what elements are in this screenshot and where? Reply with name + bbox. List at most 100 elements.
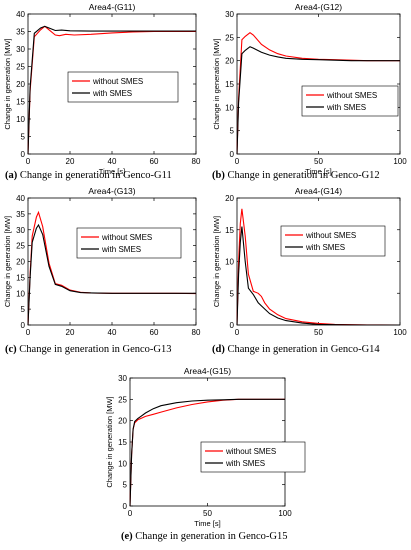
caption-letter: (b) xyxy=(212,170,225,181)
y-tick-label: 25 xyxy=(16,242,25,251)
y-tick-label: 0 xyxy=(230,150,235,159)
series-line-with-smes xyxy=(236,46,400,155)
y-tick-label: 20 xyxy=(118,417,127,426)
x-tick-label: 100 xyxy=(393,157,407,166)
y-tick-label: 40 xyxy=(16,10,25,19)
x-tick-label: 80 xyxy=(192,157,201,166)
y-tick-label: 35 xyxy=(16,28,25,37)
caption-text: Change in generation in Genco-G13 xyxy=(17,344,172,355)
caption-letter: (d) xyxy=(212,344,225,355)
y-axis-label: Change in generation [MW] xyxy=(212,38,221,129)
y-tick-label: 30 xyxy=(118,374,127,383)
legend-entry-label: with SMES xyxy=(326,103,366,112)
chart-title: Area4-(G11) xyxy=(89,2,136,12)
y-tick-label: 0 xyxy=(21,150,26,159)
x-tick-label: 60 xyxy=(150,328,159,337)
caption-text: Change in generation in Genco-G12 xyxy=(225,170,380,181)
y-tick-label: 5 xyxy=(230,127,235,136)
x-tick-label: 50 xyxy=(203,509,212,518)
legend: without SMES with SMES xyxy=(280,225,386,257)
legend: without SMES with SMES xyxy=(301,85,399,117)
y-axis-label: Change in generation [MW] xyxy=(105,396,114,487)
y-tick-label: 20 xyxy=(16,80,25,89)
chart-panel-4: Area4-(G14) 0 50 100 0 5 10 15 20 Change in gener… xyxy=(212,186,407,355)
plot-area-frame xyxy=(27,197,197,326)
chart-title: Area4-(G13) xyxy=(88,186,135,196)
plot-area-frame xyxy=(236,13,401,155)
caption-letter: (e) xyxy=(121,531,133,542)
x-tick-label: 50 xyxy=(314,157,323,166)
y-tick-label: 10 xyxy=(16,289,25,298)
x-tick-label: 50 xyxy=(314,328,323,337)
legend-entry-label: without SMES xyxy=(92,77,143,86)
y-tick-label: 0 xyxy=(21,321,26,330)
x-tick-label: 60 xyxy=(150,157,159,166)
series-line-without-smes xyxy=(27,25,196,155)
legend-box xyxy=(67,71,179,103)
y-tick-label: 15 xyxy=(225,80,234,89)
chart-title: Area4-(G12) xyxy=(295,2,342,12)
y-tick-label: 15 xyxy=(118,438,127,447)
figure-caption: (b) Change in generation in Genco-G12 xyxy=(212,170,380,181)
y-axis-label: Change in generation [MW] xyxy=(212,216,221,307)
y-tick-label: 15 xyxy=(16,98,25,107)
x-tick-label: 100 xyxy=(278,509,292,518)
caption-text: Change in generation in Genco-G15 xyxy=(133,531,288,542)
x-tick-label: 80 xyxy=(192,328,201,337)
legend-entry-label: with SMES xyxy=(305,243,345,252)
plot-area-frame xyxy=(236,197,401,326)
y-tick-label: 30 xyxy=(16,45,25,54)
figure-caption: (e) Change in generation in Genco-G15 xyxy=(121,531,288,542)
x-tick-label: 0 xyxy=(235,328,240,337)
y-axis-label: Change in generation [MW] xyxy=(3,216,12,307)
y-tick-label: 35 xyxy=(16,210,25,219)
legend-box xyxy=(200,441,306,473)
series-line-with-smes xyxy=(27,25,196,155)
caption-letter: (a) xyxy=(5,170,18,181)
legend-entry-label: without SMES xyxy=(225,447,276,456)
series-line-with-smes xyxy=(129,398,285,507)
legend-entry-label: with SMES xyxy=(92,89,132,98)
x-tick-label: 40 xyxy=(108,328,117,337)
y-tick-label: 0 xyxy=(230,321,235,330)
y-tick-label: 20 xyxy=(16,258,25,267)
y-tick-label: 30 xyxy=(225,10,234,19)
x-tick-label: 20 xyxy=(66,328,75,337)
y-tick-label: 25 xyxy=(16,63,25,72)
legend-box xyxy=(76,227,182,259)
legend: without SMES with SMES xyxy=(76,227,182,259)
x-axis-label: Time [s] xyxy=(194,519,220,528)
x-tick-label: 0 xyxy=(26,328,31,337)
x-tick-label: 20 xyxy=(66,157,75,166)
y-tick-label: 15 xyxy=(16,273,25,282)
legend: without SMES with SMES xyxy=(67,71,179,103)
y-tick-label: 10 xyxy=(225,103,234,112)
y-tick-label: 10 xyxy=(16,115,25,124)
y-axis-label: Change in generation [MW] xyxy=(3,38,12,129)
x-tick-label: 0 xyxy=(26,157,31,166)
figure-caption: (c) Change in generation in Genco-G13 xyxy=(5,344,172,355)
y-tick-label: 20 xyxy=(225,194,234,203)
caption-letter: (c) xyxy=(5,344,17,355)
legend: without SMES with SMES xyxy=(200,441,306,473)
x-tick-label: 0 xyxy=(235,157,240,166)
chart-panel-5: Area4-(G15) 0 50 100 0 5 10 15 20 25 30 Time [s] Cha… xyxy=(105,366,306,542)
y-tick-label: 5 xyxy=(21,133,26,142)
x-axis-label: Time [s] xyxy=(305,167,331,176)
y-tick-label: 10 xyxy=(225,258,234,267)
series-line-with-smes xyxy=(236,226,400,326)
legend-entry-label: without SMES xyxy=(305,231,356,240)
legend-box xyxy=(301,85,399,117)
series-line-with-smes xyxy=(27,223,196,326)
chart-title: Area4-(G15) xyxy=(184,366,231,376)
legend-entry-label: without SMES xyxy=(101,233,152,242)
chart-title: Area4-(G14) xyxy=(295,186,342,196)
x-axis-label: Time [s] xyxy=(99,167,125,176)
legend-box xyxy=(280,225,386,257)
figure-caption: (a) Change in generation in Genco-G11 xyxy=(5,170,172,181)
y-tick-label: 40 xyxy=(16,194,25,203)
chart-panel-3: Area4-(G13) 0 20 40 60 80 0 5 10 15 20 25 30 35 40 Chan… xyxy=(3,186,201,355)
x-tick-label: 0 xyxy=(128,509,133,518)
y-tick-label: 15 xyxy=(225,226,234,235)
